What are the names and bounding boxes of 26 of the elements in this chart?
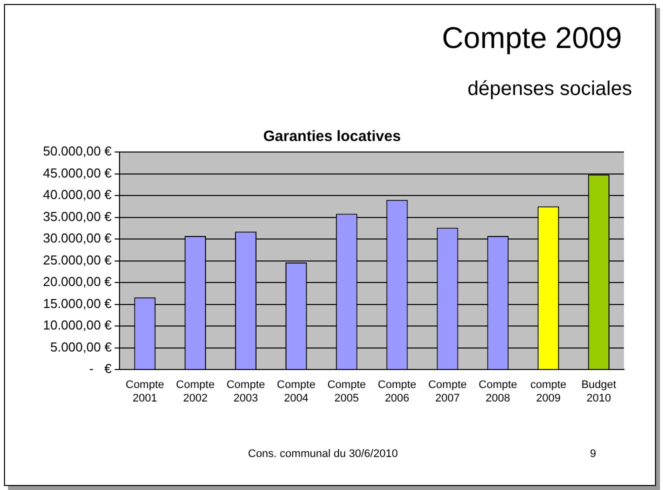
x-tick-label: compte 2009 [530, 379, 566, 404]
text: Cons. communal du 30/6/2010 [248, 448, 398, 460]
y-tick-label: 50.000,00 € [42, 144, 112, 159]
x-tick-label: Compte 2007 [428, 379, 467, 404]
y-tick-label: 20.000,00 € [42, 274, 112, 290]
y-tick-label: 35.000,00 € [42, 208, 112, 224]
chart-title: Garanties locatives [263, 128, 401, 146]
x-tick-label: Compte 2002 [176, 379, 215, 404]
x-tick-label: Compte 2008 [478, 379, 518, 404]
text: dépenses sociales [467, 78, 632, 101]
x-tick-label: Compte 2001 [126, 379, 164, 404]
y-tick-label: 10.000,00 € [42, 318, 112, 333]
x-tick-label: Budget 2010 [581, 379, 616, 404]
x-tick-label: Compte 2004 [276, 379, 316, 404]
y-tick-label: 5.000,00 € [50, 339, 112, 354]
y-tick-label: - € [89, 361, 112, 376]
y-tick-label: 45.000,00 € [42, 165, 112, 180]
x-tick-label: Compte 2005 [327, 379, 366, 404]
text: Compte 2009 [442, 22, 622, 56]
y-tick-label: 25.000,00 € [42, 252, 112, 268]
x-tick-label: Compte 2006 [378, 379, 416, 404]
y-tick-label: 30.000,00 € [42, 230, 112, 246]
y-tick-label: 40.000,00 € [42, 187, 112, 202]
text: 9 [590, 448, 596, 460]
x-tick-label: Compte 2003 [226, 379, 266, 404]
y-tick-label: 15.000,00 € [42, 296, 112, 311]
